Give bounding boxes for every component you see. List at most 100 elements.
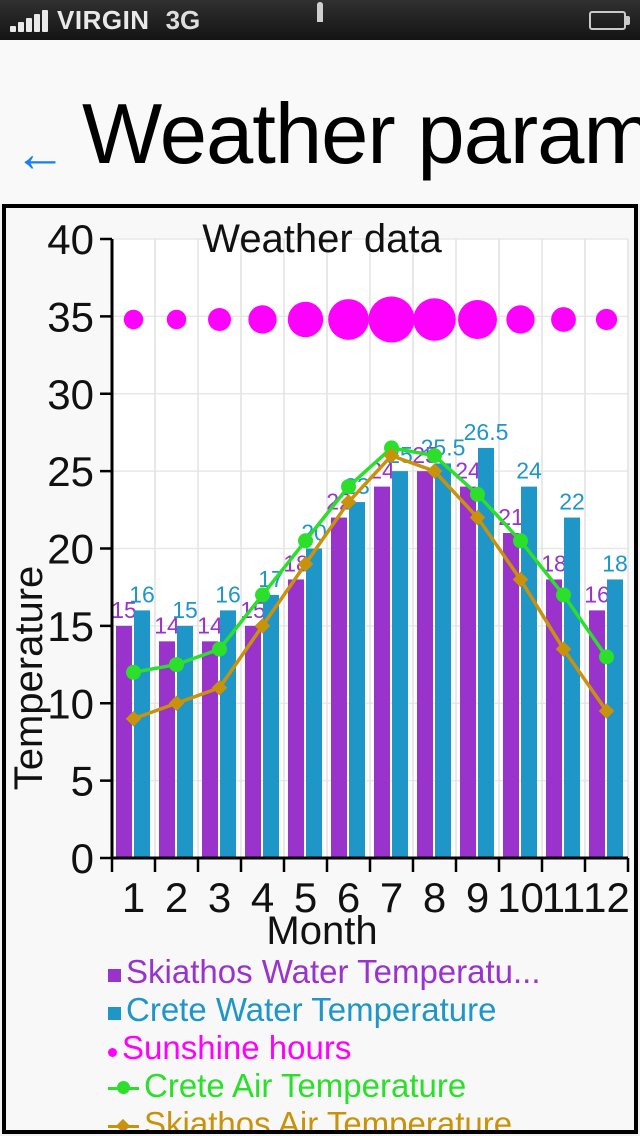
bar-value-label: 16	[129, 581, 155, 607]
circle-marker	[255, 587, 270, 603]
circle-marker	[427, 448, 442, 464]
line-series	[133, 446, 608, 675]
sunshine-bubble	[551, 307, 576, 332]
bar	[331, 517, 347, 858]
page-title: Weather param	[82, 87, 640, 182]
legend-label: Sunshine hours	[122, 1029, 352, 1066]
weather-chart-card: 15 14 14 15 18 22 24 25 24 21 18 16 16 15 16 17 20 23 25 25…	[2, 204, 638, 1134]
signal-strength-icon	[10, 8, 48, 32]
legend-item-crete-water[interactable]: Crete Water Temperature	[108, 991, 634, 1029]
x-tick-label: 11	[542, 874, 586, 921]
bar	[374, 486, 390, 858]
diamond-marker	[125, 710, 142, 727]
legend-label: Crete Water Temperature	[126, 991, 497, 1028]
line-series	[132, 453, 608, 721]
circle-marker	[556, 587, 571, 603]
sunshine-bubble	[506, 305, 535, 334]
bar-value-label: 26.5	[464, 419, 509, 445]
bar	[435, 463, 451, 858]
x-axis-title: Month	[266, 909, 377, 953]
legend-item-skiathos-air[interactable]: Skiathos Air Temperature	[108, 1105, 634, 1134]
bar-value-label: 21	[498, 504, 524, 530]
square-marker-icon	[108, 968, 121, 982]
x-tick-label: 10	[497, 874, 544, 921]
sunshine-bubble	[413, 298, 456, 341]
bar	[392, 471, 408, 858]
bar-value-label: 14	[197, 612, 223, 638]
bar-value-label: 22	[559, 489, 585, 515]
circle-marker	[341, 479, 356, 495]
circle-marker	[298, 533, 313, 549]
diamond-marker	[168, 695, 185, 712]
sunshine-bubble	[287, 301, 324, 338]
bar	[349, 502, 365, 858]
bar-value-label: 16	[215, 581, 241, 607]
sunshine-bubble	[207, 307, 232, 331]
circle-marker	[599, 649, 614, 665]
sunshine-bubble	[595, 308, 618, 331]
battery-icon	[589, 10, 630, 30]
sunshine-bubble	[123, 309, 144, 330]
bar	[245, 625, 261, 858]
bar-value-label: 18	[602, 550, 628, 576]
bar	[417, 471, 433, 858]
bar	[134, 610, 150, 858]
legend-item-crete-air[interactable]: Crete Air Temperature	[108, 1067, 634, 1105]
bar-value-label: 15	[172, 597, 198, 623]
y-tick-label: 0	[71, 835, 94, 882]
circle-marker	[513, 533, 528, 549]
y-tick-label: 5	[71, 758, 94, 805]
x-tick-label: 4	[251, 874, 274, 921]
sunshine-bubble	[166, 309, 187, 330]
bar	[478, 447, 494, 858]
y-tick-label: 25	[47, 448, 94, 495]
x-tick-label: 12	[583, 874, 630, 921]
bar	[116, 625, 132, 858]
bar-value-label: 14	[154, 612, 180, 638]
y-tick-label: 15	[47, 603, 94, 650]
circle-marker	[169, 657, 184, 673]
sunshine-bubble	[328, 299, 369, 340]
dot-marker-icon	[108, 1047, 117, 1057]
chart-legend: Skiathos Water Temperatu... Crete Water …	[6, 953, 634, 1134]
diamond-marker	[297, 556, 314, 572]
diamond-marker	[211, 679, 228, 696]
lock-icon	[317, 2, 323, 23]
circle-marker	[212, 641, 227, 657]
navigation-header: ← Weather param	[0, 40, 640, 204]
legend-item-sunshine-hours[interactable]: Sunshine hours	[108, 1029, 634, 1067]
bar	[202, 641, 218, 858]
bar-value-label: 24	[516, 458, 542, 484]
chart-title: Weather data	[202, 217, 442, 261]
y-tick-label: 10	[47, 680, 94, 727]
x-tick-label: 1	[122, 874, 145, 921]
diamond-marker	[555, 641, 572, 657]
back-button[interactable]: ←	[14, 125, 66, 183]
sunshine-bubble	[248, 305, 277, 334]
network-type-label: 3G	[165, 4, 201, 35]
legend-item-skiathos-water[interactable]: Skiathos Water Temperatu...	[108, 953, 634, 991]
bar-value-label: 16	[584, 581, 610, 607]
y-tick-label: 20	[47, 526, 94, 573]
sunshine-bubble	[458, 300, 497, 339]
y-tick-label: 40	[47, 216, 94, 263]
bar-value-label: 15	[111, 597, 137, 623]
sunshine-bubble	[368, 296, 415, 343]
bar	[306, 548, 322, 858]
legend-label: Crete Air Temperature	[144, 1067, 467, 1104]
bar	[177, 625, 193, 858]
line-circle-marker-icon	[108, 1081, 139, 1095]
y-tick-label: 30	[47, 371, 94, 418]
carrier-label: VIRGIN	[57, 4, 150, 35]
bar	[589, 610, 605, 858]
legend-label: Skiathos Water Temperatu...	[126, 953, 541, 990]
status-bar: VIRGIN 3G	[0, 0, 640, 40]
line-diamond-marker-icon	[108, 1118, 139, 1130]
x-tick-label: 9	[466, 874, 489, 921]
x-tick-label: 5	[294, 874, 317, 921]
circle-marker	[470, 486, 485, 502]
bar	[607, 579, 623, 858]
circle-marker	[126, 664, 141, 680]
legend-label: Skiathos Air Temperature	[144, 1105, 513, 1134]
